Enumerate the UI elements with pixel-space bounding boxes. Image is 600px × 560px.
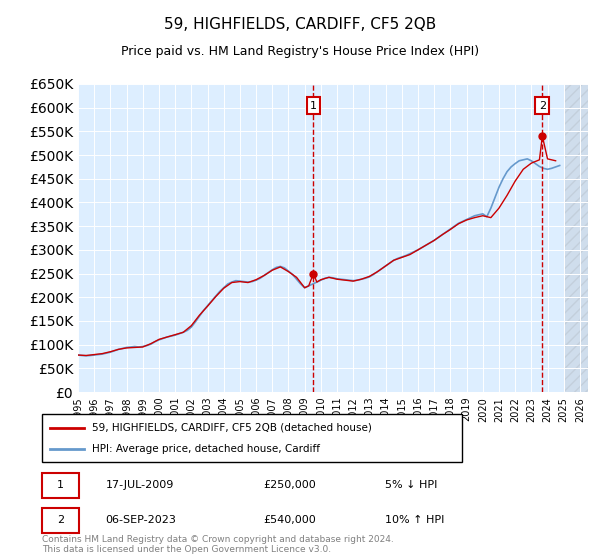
Text: 1: 1 bbox=[57, 480, 64, 490]
FancyBboxPatch shape bbox=[42, 473, 79, 498]
Text: 59, HIGHFIELDS, CARDIFF, CF5 2QB (detached house): 59, HIGHFIELDS, CARDIFF, CF5 2QB (detach… bbox=[92, 423, 372, 433]
FancyBboxPatch shape bbox=[42, 507, 79, 533]
Text: 06-SEP-2023: 06-SEP-2023 bbox=[106, 515, 176, 525]
Text: 1: 1 bbox=[310, 101, 317, 110]
Text: 17-JUL-2009: 17-JUL-2009 bbox=[106, 480, 174, 490]
Text: 2: 2 bbox=[539, 101, 546, 110]
Text: HPI: Average price, detached house, Cardiff: HPI: Average price, detached house, Card… bbox=[92, 444, 320, 454]
Text: £540,000: £540,000 bbox=[264, 515, 317, 525]
Text: Price paid vs. HM Land Registry's House Price Index (HPI): Price paid vs. HM Land Registry's House … bbox=[121, 45, 479, 58]
Text: 59, HIGHFIELDS, CARDIFF, CF5 2QB: 59, HIGHFIELDS, CARDIFF, CF5 2QB bbox=[164, 17, 436, 32]
Text: 5% ↓ HPI: 5% ↓ HPI bbox=[385, 480, 437, 490]
Text: £250,000: £250,000 bbox=[264, 480, 317, 490]
Text: Contains HM Land Registry data © Crown copyright and database right 2024.
This d: Contains HM Land Registry data © Crown c… bbox=[42, 535, 394, 554]
Text: 10% ↑ HPI: 10% ↑ HPI bbox=[385, 515, 445, 525]
Text: 2: 2 bbox=[57, 515, 64, 525]
Bar bbox=[564, 84, 588, 392]
FancyBboxPatch shape bbox=[42, 414, 462, 462]
